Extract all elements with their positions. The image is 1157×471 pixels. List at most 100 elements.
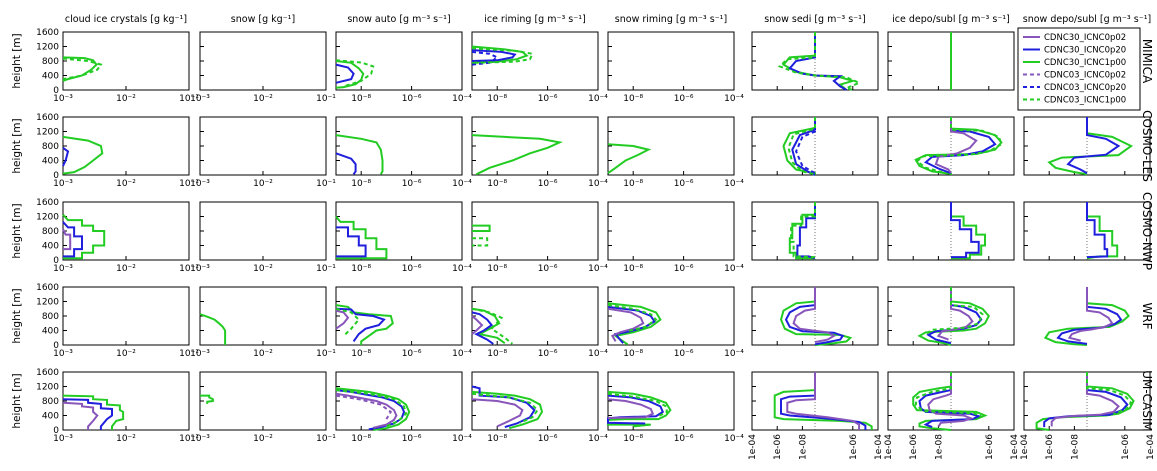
x-tick-label: 10⁻²	[116, 434, 136, 444]
x-tick-label: 10⁻⁴	[452, 264, 472, 274]
profile-line	[607, 143, 652, 175]
model-label: COSMO-NWP	[1140, 192, 1154, 270]
x-tick-label: 10⁻³	[190, 94, 210, 104]
y-tick-label: 1600	[36, 283, 59, 293]
y-tick-label: 0	[53, 426, 59, 436]
x-tick-label: 10⁻¹	[179, 94, 199, 104]
x-tick-label: 10⁻⁸	[351, 264, 371, 274]
x-tick-label: 10⁻⁸	[487, 434, 507, 444]
profile-line	[335, 392, 398, 429]
y-axis-label: height [m]	[11, 33, 23, 88]
y-tick-label: 800	[42, 312, 59, 322]
panel-frame	[199, 286, 327, 346]
profile-line	[917, 287, 991, 346]
y-tick-label: 1200	[36, 43, 59, 53]
panel-title-irim: ice riming [g m⁻³ s⁻¹]	[484, 14, 586, 25]
x-tick-label: 10⁻⁴	[588, 94, 608, 104]
panel-mimica-snow: 10⁻³ 10⁻² 10⁻¹	[190, 31, 336, 104]
model-label: MIMICA	[1140, 39, 1154, 84]
panel-mimica-ice: 10⁻³ 10⁻² 10⁻¹	[53, 31, 199, 104]
y-axis-label: height [m]	[11, 288, 23, 343]
panel-title-srim: snow riming [g m⁻³ s⁻¹]	[615, 14, 727, 25]
x-tick-label: 10⁻⁸	[351, 94, 371, 104]
panel-cosmo-les-ice: 10⁻³ 10⁻² 10⁻¹	[53, 116, 199, 189]
x-tick-label: 10⁻²	[253, 264, 273, 274]
panel-cosmo-nwp-srim: 10⁻⁸ 10⁻⁶ 10⁻⁴	[607, 201, 744, 274]
panel-cosmo-nwp-sauto: 10⁻⁸ 10⁻⁶ 10⁻⁴	[335, 201, 472, 274]
y-tick-label: 0	[53, 256, 59, 266]
profile-line	[471, 307, 514, 345]
x-tick-label: 10⁻⁶	[538, 349, 558, 359]
y-axis-label: height [m]	[11, 203, 23, 258]
legend: CDNC30_ICNC0p02 CDNC30_ICNC0p20 CDNC30_ICN…	[1017, 27, 1141, 111]
profile-line	[335, 60, 365, 89]
y-tick-label: 800	[42, 142, 59, 152]
profile-line	[62, 57, 103, 81]
y-tick-label: 1600	[36, 113, 59, 123]
profile-line	[607, 307, 645, 342]
x-tick-label: 10⁻⁸	[487, 264, 507, 274]
panel-mimica-irim: 10⁻⁸ 10⁻⁶ 10⁻⁴	[471, 31, 608, 104]
legend-label: CDNC30_ICNC0p20	[1044, 46, 1126, 56]
x-tick-label: 10⁻⁸	[487, 349, 507, 359]
x-tick-label: 10⁻¹	[316, 94, 336, 104]
x-tick-label: 10⁻⁸	[623, 94, 643, 104]
panel-frame	[62, 286, 190, 346]
profile-line	[62, 401, 99, 430]
profile-line	[923, 117, 997, 175]
profile-line	[472, 224, 491, 232]
panel-cosmo-les-snow: 10⁻³ 10⁻² 10⁻¹	[190, 116, 336, 189]
x-tick-label: 10⁻²	[253, 94, 273, 104]
y-tick-label: 400	[42, 412, 59, 422]
profile-line	[796, 202, 816, 260]
y-tick-label: 1600	[36, 28, 59, 38]
profile-line	[926, 287, 983, 345]
profile-line	[781, 32, 857, 91]
profile-line	[936, 287, 974, 341]
x-tick-label: 10⁻²	[253, 349, 273, 359]
x-tick-label: 1e-06	[909, 434, 919, 460]
x-tick-label: 10⁻²	[253, 179, 273, 189]
x-tick-label: 10⁻³	[53, 94, 73, 104]
profile-line	[62, 398, 113, 430]
panel-frame	[471, 116, 599, 176]
legend-label: CDNC03_ICNC0p20	[1044, 83, 1126, 93]
y-tick-label: 1200	[36, 298, 59, 308]
profile-line	[607, 394, 665, 425]
x-tick-label: 1e-06	[773, 434, 783, 460]
panel-um-casim-srim: 10⁻⁸ 10⁻⁶ 10⁻⁴	[607, 371, 744, 444]
x-tick-label: 10⁻³	[53, 264, 73, 274]
panel-frame	[199, 31, 327, 91]
panel-frame	[335, 201, 463, 261]
x-tick-label: 10⁻³	[190, 179, 210, 189]
panel-mimica-sauto: 10⁻⁸ 10⁻⁶ 10⁻⁴	[335, 31, 472, 104]
x-tick-label: 1e-04	[1010, 434, 1020, 460]
panel-um-casim-sauto: 10⁻⁸ 10⁻⁶ 10⁻⁴	[335, 371, 472, 444]
panel-cosmo-les-sauto: 10⁻⁸ 10⁻⁶ 10⁻⁴	[335, 116, 472, 189]
profile-line	[1067, 287, 1114, 342]
x-tick-label: 1e-08	[798, 434, 808, 460]
profile-line	[607, 398, 655, 419]
panel-frame	[62, 201, 190, 261]
profile-line	[1086, 202, 1109, 259]
profile-line	[795, 117, 816, 175]
y-axis-label: height [m]	[11, 373, 23, 428]
profile-line	[912, 372, 988, 431]
x-tick-label: 10⁻⁴	[588, 434, 608, 444]
legend-label: CDNC30_ICNC1p00	[1044, 58, 1126, 68]
profile-line	[790, 202, 816, 259]
y-tick-label: 0	[53, 341, 59, 351]
y-tick-label: 800	[42, 227, 59, 237]
x-tick-label: 10⁻⁶	[402, 179, 422, 189]
x-tick-label: 10⁻⁸	[351, 349, 371, 359]
x-tick-label: 10⁻¹	[179, 349, 199, 359]
profile-line	[62, 135, 104, 175]
legend-label: CDNC03_ICNC1p00	[1044, 96, 1126, 106]
panel-frame	[335, 286, 463, 346]
x-tick-label: 1e-04	[884, 434, 894, 460]
panel-frame	[199, 201, 327, 261]
profile-line	[607, 392, 669, 418]
x-tick-label: 1e-08	[934, 434, 944, 460]
x-tick-label: 10⁻³	[190, 434, 210, 444]
x-tick-label: 10⁻⁸	[623, 179, 643, 189]
